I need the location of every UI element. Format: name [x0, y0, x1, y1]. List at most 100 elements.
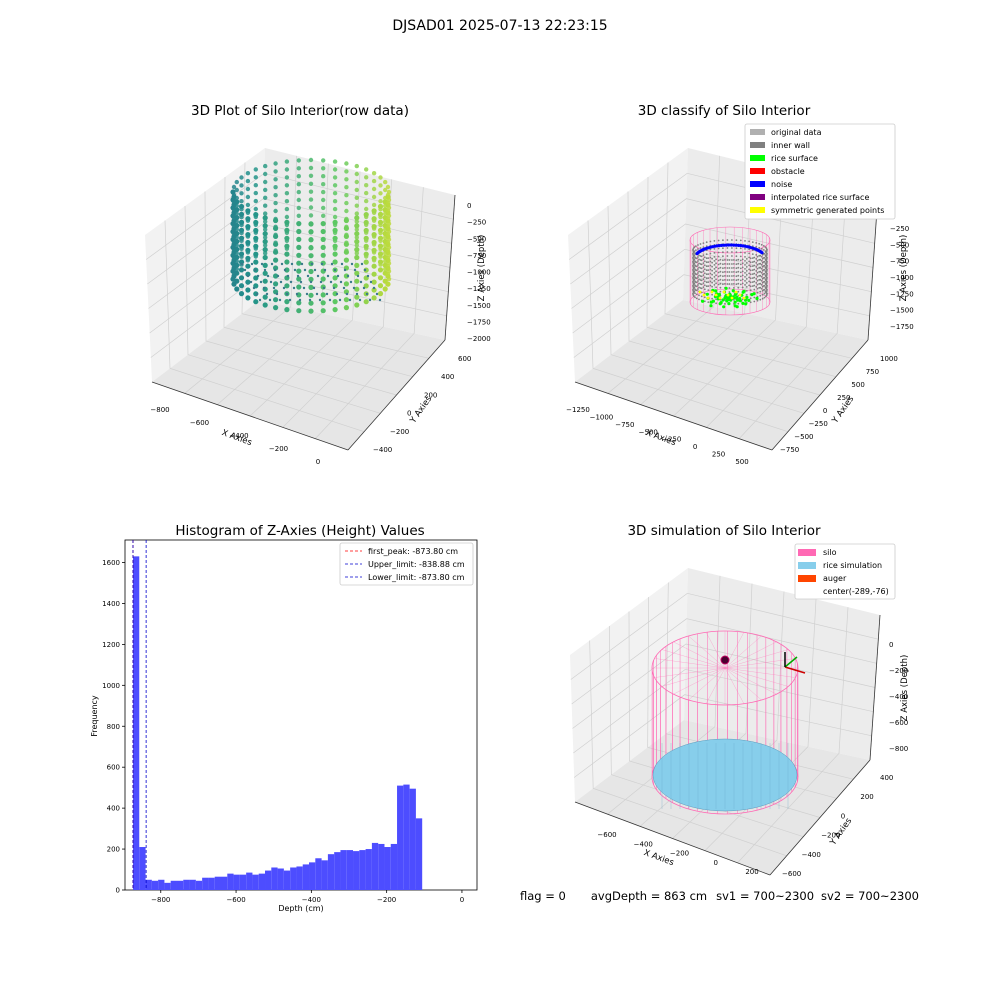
data-point [296, 221, 301, 226]
data-point [263, 251, 268, 256]
histogram-bar [214, 876, 221, 890]
wall-point [733, 287, 735, 289]
data-point [354, 243, 359, 248]
data-point [284, 199, 290, 204]
wall-point [766, 252, 768, 255]
wall-point [695, 285, 697, 287]
rice-point [755, 296, 759, 301]
histogram-bar [221, 876, 228, 890]
y-tick-label: 1200 [102, 641, 120, 649]
data-point [308, 157, 314, 163]
z-axis-label: Z Axies (Depth) [899, 235, 909, 302]
wall-point [709, 240, 712, 243]
data-point [371, 258, 377, 263]
wall-point [737, 266, 740, 269]
y-axis-line [771, 339, 869, 451]
data-point [234, 259, 239, 264]
silo-roof-wire [724, 667, 762, 701]
data-point [245, 234, 251, 239]
data-point [371, 295, 377, 301]
legend-swatch [750, 207, 765, 213]
data-point [296, 158, 301, 163]
wall-point [699, 283, 702, 285]
data-point [284, 191, 290, 196]
data-point [296, 229, 301, 234]
y-tick-label: 250 [837, 394, 850, 402]
wall-point [699, 279, 702, 281]
legend-label: rice surface [771, 154, 818, 163]
x-tick-label: 250 [712, 451, 725, 459]
wall-point [698, 298, 700, 301]
data-point [332, 307, 338, 313]
legend-label: inner wall [771, 141, 810, 150]
floor-point [360, 262, 364, 266]
wall-point [739, 283, 742, 286]
wall-point [724, 263, 726, 265]
wall-point [705, 277, 708, 280]
data-point [383, 227, 388, 232]
data-point [364, 183, 369, 188]
plot1-title: 3D Plot of Silo Interior(row data) [191, 103, 409, 119]
data-point [234, 211, 239, 216]
wall-point [699, 263, 702, 265]
data-point [231, 281, 237, 287]
histogram-bar [176, 880, 184, 890]
z-tick-label: −750 [890, 258, 909, 266]
wall-point [748, 280, 750, 283]
data-point [378, 262, 383, 267]
floor-point [322, 286, 326, 290]
histogram-bar [315, 858, 322, 890]
wall-point [705, 273, 708, 276]
wall-point [741, 286, 744, 289]
data-point [344, 216, 349, 222]
wall-point [702, 246, 705, 249]
data-point [273, 232, 278, 237]
wall-point [693, 258, 696, 261]
data-point [231, 216, 237, 221]
wall-point [705, 245, 708, 248]
floor-point [350, 262, 354, 266]
wall-point [698, 254, 700, 257]
legend-swatch [750, 155, 765, 161]
silo-ring [651, 630, 799, 706]
silo-roof-wire [724, 635, 762, 669]
wall-point [733, 259, 735, 261]
noise-point [717, 244, 721, 248]
floor-point [295, 292, 299, 296]
data-point [296, 205, 301, 211]
wall-point [695, 273, 697, 275]
wall-point [748, 272, 750, 275]
data-point [354, 239, 360, 245]
data-point [371, 226, 377, 231]
rice-point [744, 302, 748, 306]
floor-point [328, 298, 332, 302]
wall-point [699, 271, 702, 273]
histogram-bar [302, 864, 310, 890]
data-point [296, 245, 301, 250]
wall-point [739, 279, 742, 282]
legend-label: symmetric generated points [771, 206, 884, 215]
wall-point [748, 284, 750, 287]
data-point [344, 185, 349, 190]
wall-point [697, 272, 699, 274]
wall-point [713, 284, 716, 286]
wall-point [715, 298, 717, 301]
wall-point [707, 269, 710, 271]
floor-point [253, 268, 257, 272]
z-tick-label: −1500 [890, 307, 914, 315]
rice-point [745, 295, 749, 299]
data-point [377, 283, 384, 289]
legend-label: original data [771, 128, 822, 137]
floor-point [306, 274, 310, 278]
floor-point [330, 262, 334, 266]
wall-point [707, 277, 710, 279]
wall-point [702, 258, 705, 260]
x-axis-line [574, 801, 771, 876]
gridline [704, 599, 817, 851]
wall-point [756, 299, 759, 302]
wall-point [726, 259, 729, 261]
wall-point [697, 244, 699, 246]
pane-left [568, 148, 688, 382]
wall-point [739, 271, 742, 274]
data-point [385, 192, 391, 198]
